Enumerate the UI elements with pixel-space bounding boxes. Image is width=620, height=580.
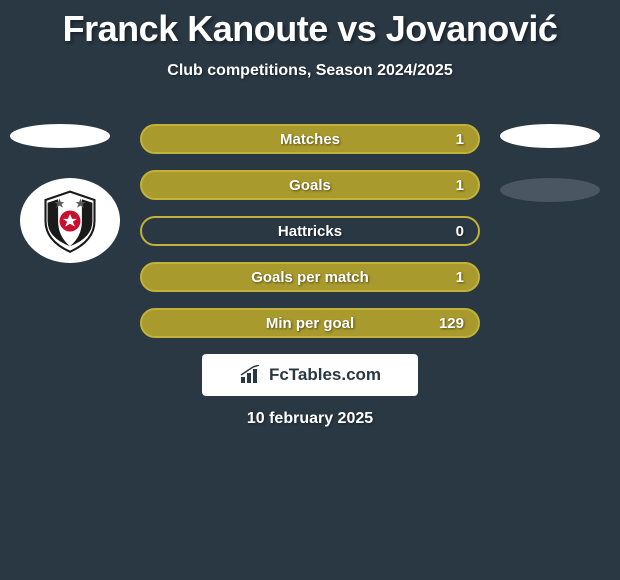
player-right-badge-1 [500, 124, 600, 148]
page-title: Franck Kanoute vs Jovanović [0, 0, 620, 50]
branding-box: FcTables.com [202, 354, 418, 396]
stat-bar-value: 0 [456, 223, 464, 240]
player-left-badge [10, 124, 110, 148]
stat-bar-label: Min per goal [266, 315, 354, 332]
stat-bars: Matches 1 Goals 1 Hattricks 0 Goals per match 1… [140, 124, 480, 354]
stat-bar-label: Hattricks [278, 223, 342, 240]
stat-bar-value: 129 [439, 315, 464, 332]
stat-bar-label: Goals [289, 177, 331, 194]
stat-bar: Min per goal 129 [140, 308, 480, 338]
branding-text: FcTables.com [269, 365, 381, 385]
subtitle: Club competitions, Season 2024/2025 [0, 62, 620, 80]
chart-icon [239, 365, 263, 385]
stat-bar: Hattricks 0 [140, 216, 480, 246]
stat-bar-label: Matches [280, 131, 340, 148]
partizan-crest-icon [35, 186, 105, 256]
stat-bar: Goals per match 1 [140, 262, 480, 292]
stat-bar: Goals 1 [140, 170, 480, 200]
stat-bar-label: Goals per match [251, 269, 369, 286]
stat-bar: Matches 1 [140, 124, 480, 154]
stat-bar-value: 1 [456, 269, 464, 286]
club-logo [20, 178, 120, 263]
date-text: 10 february 2025 [0, 410, 620, 428]
stat-bar-value: 1 [456, 177, 464, 194]
stat-bar-value: 1 [456, 131, 464, 148]
player-right-badge-2 [500, 178, 600, 202]
